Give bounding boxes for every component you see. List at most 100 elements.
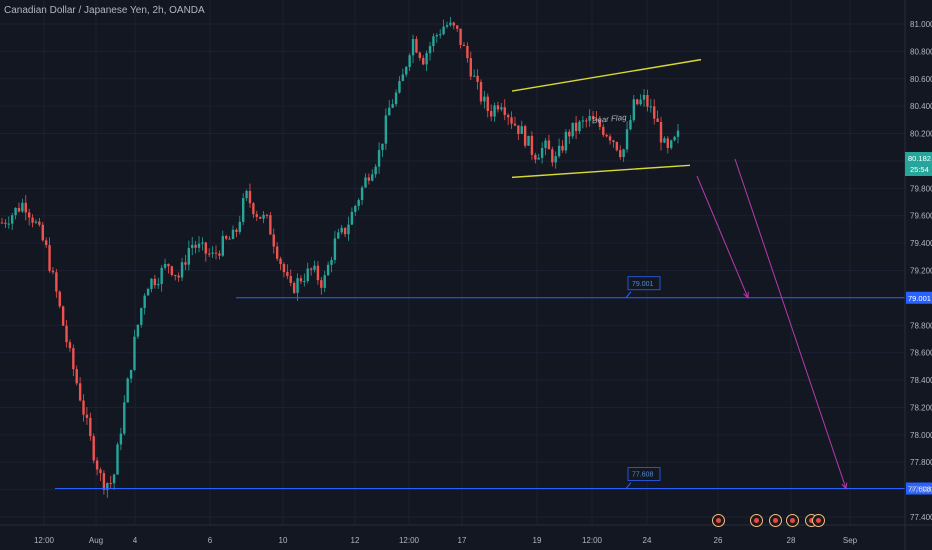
candle-body	[439, 34, 442, 36]
time-tick-label: 19	[533, 536, 542, 545]
candle-body	[493, 105, 496, 117]
candle-body	[58, 291, 61, 307]
level-callout[interactable]	[627, 467, 661, 481]
candle-body	[547, 140, 551, 150]
candle-body	[44, 240, 48, 246]
candle-body	[415, 39, 418, 53]
candle-body	[527, 135, 530, 146]
candle-body	[61, 306, 65, 326]
candle-body	[316, 265, 320, 281]
candle-body	[343, 227, 347, 235]
candle-body	[585, 120, 588, 122]
candle-body	[337, 232, 340, 239]
candle-body	[262, 214, 265, 219]
bear-flag-lower-line[interactable]	[511, 164, 691, 179]
candle-body	[663, 138, 666, 143]
candle-body	[388, 107, 391, 116]
price-tick-label: 78.400	[910, 376, 932, 385]
candle-body	[204, 242, 208, 254]
candle-body	[574, 122, 578, 132]
economic-event-icon[interactable]	[712, 514, 725, 527]
candle-body	[500, 107, 503, 110]
candle-body	[619, 150, 622, 157]
candle-body	[486, 96, 489, 112]
candle-body	[55, 272, 58, 292]
candle-body	[252, 203, 255, 215]
candle-body	[143, 295, 146, 309]
candle-body	[150, 278, 153, 289]
candle-body	[272, 234, 275, 247]
candle-body	[503, 107, 506, 116]
level-axis-label-text: 79.001	[908, 294, 931, 303]
economic-event-icon[interactable]	[786, 514, 799, 527]
candle-body	[218, 253, 221, 256]
candle-body	[568, 131, 571, 137]
price-axis[interactable]: 77.400 77.600 77.800 78.000 78.200 78.400 78.6…	[904, 0, 932, 550]
candle-body	[119, 433, 123, 445]
candle-body	[235, 229, 238, 232]
time-tick-label: 28	[787, 536, 796, 545]
candle-body	[258, 216, 262, 219]
candle-body	[309, 268, 313, 270]
candle-body	[656, 118, 659, 122]
price-tick-label: 79.600	[910, 212, 932, 221]
candle-body	[622, 149, 625, 157]
candle-body	[99, 469, 102, 474]
candle-body	[78, 383, 82, 401]
candle-body	[347, 224, 350, 235]
candle-body	[398, 81, 401, 93]
candle-body	[523, 126, 527, 146]
candle-body	[534, 154, 537, 160]
candle-body	[41, 224, 44, 241]
candle-body	[123, 402, 126, 434]
candle-body	[129, 369, 133, 379]
candle-body	[221, 236, 225, 256]
candle-body	[163, 264, 167, 268]
price-tick-label: 80.600	[910, 75, 932, 84]
price-tick-label: 79.400	[910, 239, 932, 248]
price-tick-label: 78.600	[910, 349, 932, 358]
candle-body	[89, 417, 92, 437]
candle-body	[425, 53, 428, 65]
candle-body	[126, 378, 129, 403]
time-tick-label: 6	[208, 536, 213, 545]
candle-body	[513, 123, 517, 126]
candle-body	[581, 120, 585, 122]
candle-body	[357, 200, 360, 206]
candle-body	[551, 149, 554, 163]
level-callout[interactable]	[627, 276, 661, 291]
horizontal-levels: 79.001 79.001 77.608 77.608	[55, 276, 932, 495]
projection-arrow[interactable]	[696, 175, 749, 298]
economic-event-icon[interactable]	[769, 514, 782, 527]
candle-body	[170, 266, 174, 275]
candle-body	[0, 222, 4, 224]
candle-body	[160, 267, 163, 285]
candle-body	[496, 105, 500, 110]
candle-body	[214, 252, 218, 254]
candle-body	[591, 115, 595, 120]
candle-body	[4, 222, 7, 224]
candle-body	[506, 115, 510, 118]
candle-body	[401, 74, 405, 82]
candle-body	[455, 25, 459, 29]
candle-body	[629, 120, 632, 130]
economic-event-icon[interactable]	[812, 514, 825, 527]
level-axis-label	[906, 291, 932, 304]
projection-arrows	[696, 158, 848, 490]
economic-event-icon[interactable]	[750, 514, 763, 527]
candle-body	[303, 281, 306, 283]
candle-body	[561, 145, 564, 151]
level-callout-text: 77.608	[632, 472, 654, 479]
time-axis[interactable]: 12:00 Aug 4 6 10 12 12:00 17 19 12:00 24 26 28 Sep	[0, 524, 932, 545]
candle-body	[608, 136, 612, 141]
bear-flag-upper-line[interactable]	[511, 58, 702, 92]
candle-body	[48, 245, 51, 271]
candle-body	[374, 166, 377, 175]
candle-body	[612, 140, 615, 143]
candle-body	[408, 55, 411, 67]
candle-body	[51, 270, 55, 273]
projection-arrow[interactable]	[734, 158, 847, 489]
candle-body	[255, 214, 258, 217]
candle-body	[435, 35, 439, 37]
